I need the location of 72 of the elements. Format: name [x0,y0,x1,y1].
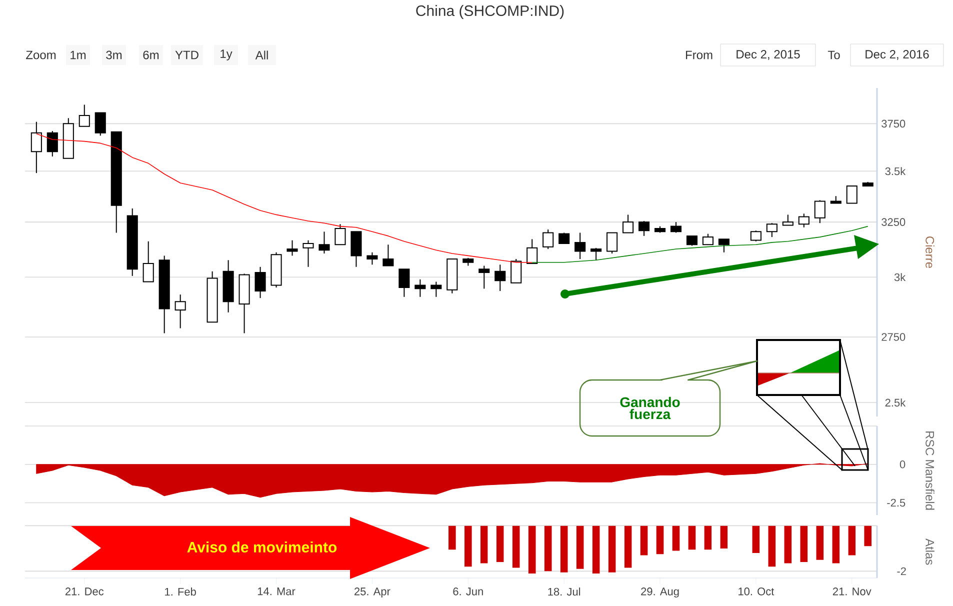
candlestick [254,266,266,299]
candlestick [94,112,106,136]
text: 1y [220,50,232,60]
y-tick-label: 3250 [882,218,906,226]
candlestick [670,222,682,234]
candlestick [382,244,394,266]
candlestick [334,224,346,246]
candlestick [398,268,410,298]
text: 3m [106,50,122,60]
candlestick [558,232,570,244]
x-tick-label: 18. Jul [548,588,580,596]
chart-title: China (SHCOMP:IND) [416,5,564,19]
text: All [255,50,268,60]
candlestick [142,240,154,282]
y-tick-label: 3750 [882,120,906,128]
x-tick-label: 10. Oct [738,588,774,596]
text: YTD [175,50,198,60]
y-tick-label: -2 [897,567,906,576]
candlestick [302,240,314,268]
candlestick [622,214,634,234]
candlestick [798,213,810,228]
candlestick [574,232,586,260]
candlestick [766,222,778,238]
candlestick [718,238,730,253]
y-tick-label: -2.5 [887,498,906,507]
x-tick-label: 1. Feb [165,588,196,596]
candlestick [78,104,90,127]
candlestick [478,265,490,290]
x-tick-label: 21. Nov [832,588,872,596]
annotation: Aviso de movimeinto [187,542,337,553]
candlestick [430,281,442,298]
candlestick [846,186,858,204]
text: 6m [143,50,159,60]
text: Zoom [26,50,56,60]
y-axis-title: Cierre [926,236,934,268]
candlestick [638,220,650,236]
x-tick-label: 6. Jun [453,588,483,596]
candlestick [750,230,762,242]
candlestick [606,232,618,254]
candlestick [494,264,506,292]
y-tick-label: 2750 [882,333,906,341]
x-tick-label: 25. Apr [354,588,390,598]
candlestick [510,258,522,284]
candlestick [814,200,826,224]
x-tick-label: 14. Mar [258,588,296,596]
candlestick [702,233,714,246]
candlestick [366,252,378,266]
x-tick-label: 29. Aug [641,588,679,598]
candlestick [542,229,554,250]
candlestick [30,121,42,174]
candlestick [686,235,698,246]
y-tick-label: 0 [900,460,906,468]
y-tick-label: 3.5k [885,167,906,176]
candlestick [286,240,298,256]
y-axis-title: Atlas [926,538,934,565]
text: From [686,50,712,60]
text: Dec 2, 2016 [866,50,929,60]
candlestick [318,231,330,254]
y-axis-title: RSC Mansfield [926,431,934,510]
annotation: Ganando fuerza [620,396,680,420]
candlestick [174,294,186,329]
candlestick [526,238,538,264]
candlestick [46,130,58,157]
text: Dec 2, 2015 [736,50,800,60]
text: 1m [70,50,86,60]
candlestick [782,214,794,226]
candlestick [414,278,426,298]
y-tick-label: 3k [894,273,906,282]
candlestick [590,247,602,261]
text: To [828,50,840,60]
y-tick-label: 2.5k [885,398,906,407]
x-tick-label: 21. Dec [65,588,104,596]
